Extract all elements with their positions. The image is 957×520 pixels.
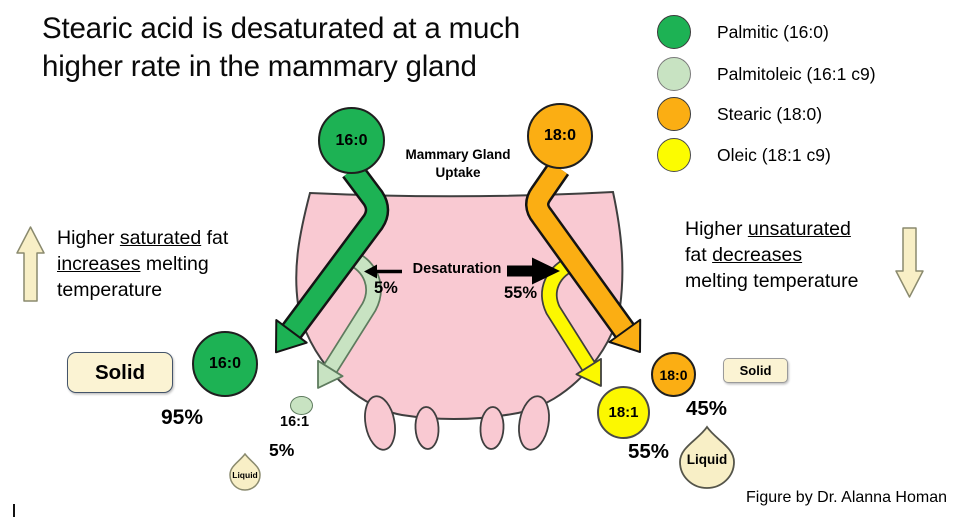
- legend-item-stearic: Stearic (18:0): [657, 96, 822, 132]
- legend-item-palmitoleic: Palmitoleic (16:1 c9): [657, 56, 876, 92]
- stearic-output-circle: 18:0: [651, 352, 696, 397]
- liquid-state-label-large: Liquid: [686, 452, 728, 467]
- text-cursor-mark: [13, 504, 15, 517]
- palmitic-arrowhead: [275, 319, 308, 354]
- stearic-desaturation-pct: 55%: [504, 284, 538, 302]
- melting-up-arrow: [16, 226, 45, 302]
- palmitic-output-circle: 16:0: [192, 331, 258, 397]
- legend-label: Palmitic (16:0): [717, 21, 829, 42]
- legend-label: Oleic (18:1 c9): [717, 144, 831, 165]
- legend-item-palmitic: Palmitic (16:0): [657, 14, 829, 50]
- palmitoleic-legend-swatch: [657, 57, 691, 91]
- liquid-droplet-large: [679, 425, 735, 489]
- desaturation-left-arrowhead: [364, 264, 377, 279]
- unsaturated-fat-note: Higher unsaturated fat decreases melting…: [685, 218, 859, 292]
- legend-item-oleic: Oleic (18:1 c9): [657, 137, 831, 173]
- oleic-output-circle: 18:1: [597, 386, 650, 439]
- palmitic-legend-swatch: [657, 15, 691, 49]
- figure-credit: Figure by Dr. Alanna Homan: [746, 489, 947, 506]
- palmitic-output-pct: 95%: [161, 406, 204, 429]
- desaturation-right-arrowhead: [532, 257, 560, 285]
- stearic-legend-swatch: [657, 97, 691, 131]
- udder-teat: [414, 406, 440, 450]
- oleic-output-pct: 55%: [628, 440, 670, 463]
- udder-teat: [518, 395, 550, 451]
- palmitic-arrow-shaft: [283, 164, 387, 338]
- liquid-state-label-small: Liquid: [232, 470, 258, 480]
- palmitic-input-circle: 16:0: [318, 107, 385, 174]
- stearic-arrow-shaft: [527, 162, 633, 337]
- palmitoleic-output-pct: 5%: [269, 440, 295, 460]
- oleic-arrowhead: [575, 357, 602, 387]
- palmitoleic-output-label: 16:1: [280, 414, 310, 430]
- palmitic-desaturation-pct: 5%: [374, 279, 398, 297]
- saturated-fat-note: Higher saturated fat increases melting t…: [57, 227, 229, 301]
- palmitoleic-arrowhead: [317, 359, 344, 389]
- udder-body-shape: [295, 190, 624, 421]
- slide-title: Stearic acid is desaturated at a much hi…: [42, 12, 520, 83]
- desaturation-label: Desaturation: [412, 261, 502, 277]
- udder-teat: [479, 406, 505, 450]
- legend-label: Stearic (18:0): [717, 103, 823, 124]
- stearic-arrowhead: [608, 318, 642, 353]
- melting-down-arrow: [895, 227, 924, 298]
- palmitoleic-output-circle: [290, 396, 313, 415]
- uptake-label: Mammary Gland Uptake: [405, 147, 511, 180]
- liquid-droplet-small: [229, 452, 261, 491]
- udder-teat: [364, 395, 396, 451]
- solid-state-box-right: Solid: [723, 358, 788, 383]
- stearic-output-pct: 45%: [686, 397, 728, 420]
- oleic-legend-swatch: [657, 138, 691, 172]
- stearic-input-circle: 18:0: [527, 103, 593, 169]
- solid-state-box-left: Solid: [67, 352, 173, 393]
- legend-label: Palmitoleic (16:1 c9): [717, 63, 876, 84]
